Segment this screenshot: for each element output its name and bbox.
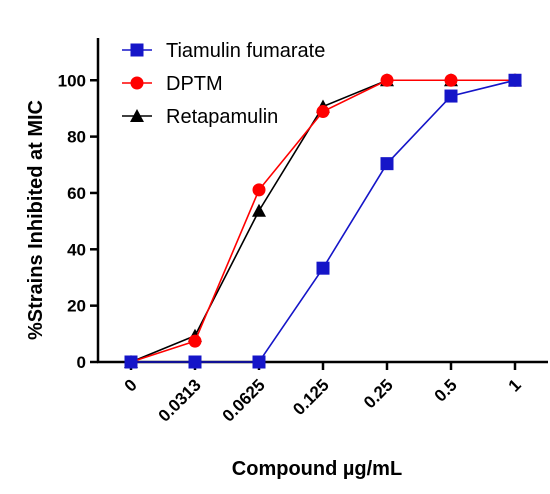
- data-point: [252, 203, 266, 217]
- data-point: [124, 355, 138, 369]
- y-tick-label: 100: [58, 71, 86, 90]
- ticks: 0 20 40 60 80 100 0 0.0313 0.0625 0.125 0.25 0.5 1: [58, 71, 525, 425]
- legend-item: DPTM: [122, 73, 223, 95]
- y-tick-label: 0: [77, 353, 86, 372]
- series-tiamulin-fumarate: [124, 73, 522, 369]
- legend-item: Tiamulin fumarate: [122, 40, 325, 62]
- axes: [96, 38, 548, 364]
- x-tick-label: 0.0313: [155, 375, 205, 425]
- legend-label: Tiamulin fumarate: [166, 40, 325, 62]
- y-tick-label: 20: [67, 297, 86, 316]
- legend-marker: [130, 109, 144, 122]
- x-tick-label: 0.25: [360, 375, 397, 412]
- data-point: [316, 261, 330, 275]
- data-point: [188, 355, 202, 369]
- y-tick-label: 60: [67, 184, 86, 203]
- legend-marker: [130, 76, 144, 90]
- data-point: [380, 157, 394, 171]
- y-tick-label: 80: [67, 128, 86, 147]
- legend-marker: [130, 43, 144, 57]
- data-point: [508, 73, 522, 87]
- data-point: [252, 183, 266, 197]
- legend: Tiamulin fumarate DPTM Retapamulin: [122, 40, 325, 128]
- legend-label: DPTM: [166, 73, 223, 95]
- legend-item: Retapamulin: [122, 106, 278, 128]
- data-point: [444, 89, 458, 103]
- x-tick-label: 0: [121, 375, 141, 395]
- y-axis-title: %Strains Inhibited at MIC: [25, 100, 47, 340]
- legend-label: Retapamulin: [166, 106, 278, 128]
- data-point: [444, 73, 458, 87]
- x-tick-label: 0.5: [431, 375, 461, 405]
- x-tick-label: 0.125: [289, 375, 333, 419]
- data-point: [252, 355, 266, 369]
- x-tick-label: 1: [505, 375, 525, 395]
- x-axis-title: Compound µg/mL: [232, 458, 402, 480]
- data-point: [188, 334, 202, 348]
- data-point: [380, 73, 394, 87]
- y-tick-label: 40: [67, 240, 86, 259]
- x-tick-label: 0.0625: [219, 375, 269, 425]
- data-point: [316, 105, 330, 119]
- series-layer: [124, 73, 522, 369]
